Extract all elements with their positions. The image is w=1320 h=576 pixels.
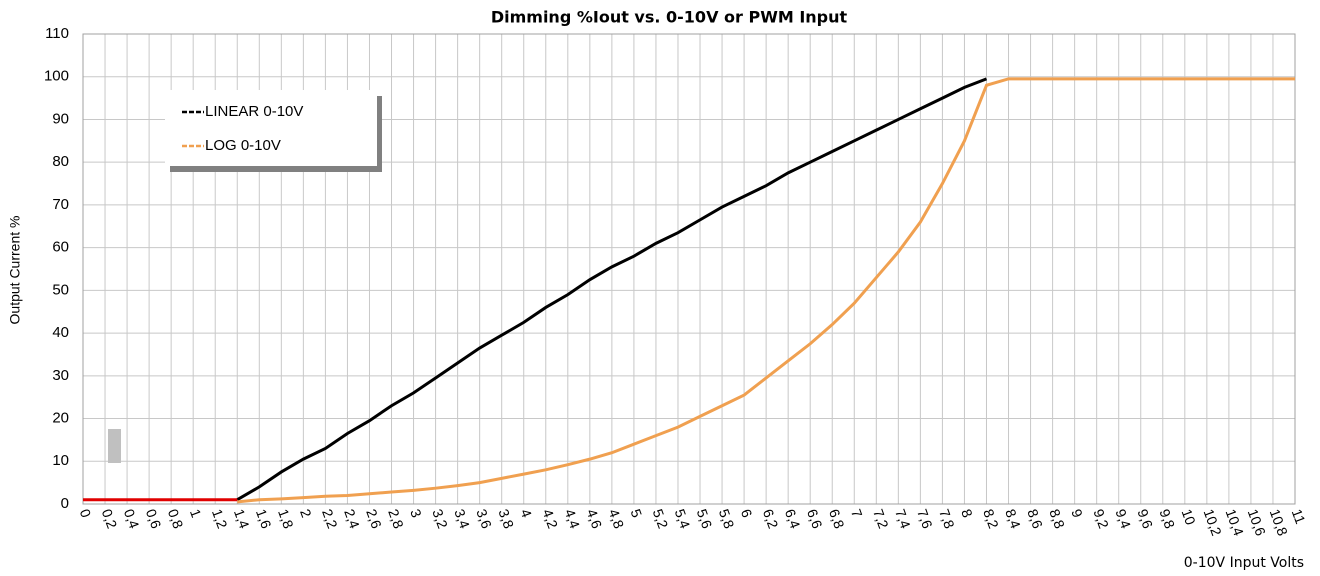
x-tick-label: 8,8 <box>1046 507 1068 531</box>
x-tick-label: 8 <box>958 507 976 520</box>
y-tick-label: 80 <box>52 153 69 170</box>
y-tick-label: 70 <box>52 196 69 213</box>
x-tick-label: 7,8 <box>936 507 958 531</box>
x-tick-label: 2 <box>297 507 315 520</box>
y-tick-label: 110 <box>45 25 69 42</box>
x-tick-label: 3,8 <box>495 507 517 531</box>
legend: LINEAR 0-10V LOG 0-10V <box>165 90 382 172</box>
x-tick-label: 3,4 <box>451 507 473 531</box>
x-tick-label: 1,4 <box>231 507 253 531</box>
x-tick-label: 7,2 <box>870 507 892 531</box>
x-tick-label: 0 <box>77 507 95 520</box>
x-tick-label: 10,6 <box>1245 507 1269 538</box>
legend-box <box>165 90 377 166</box>
x-tick-label: 6,6 <box>804 507 826 531</box>
x-tick-label: 5 <box>628 507 646 520</box>
x-tick-label: 0,4 <box>121 507 143 531</box>
y-tick-label: 30 <box>52 367 69 384</box>
x-tick-label: 5,8 <box>716 507 738 531</box>
x-tick-label: 2,8 <box>385 507 407 531</box>
x-tick-label: 7,6 <box>914 507 936 531</box>
x-tick-label: 0,2 <box>99 507 121 531</box>
x-tick-label: 9,4 <box>1112 507 1134 531</box>
x-tick-label: 11 <box>1289 507 1309 526</box>
x-tick-label: 1,6 <box>253 507 275 531</box>
x-tick-label: 6 <box>738 507 756 520</box>
y-tick-label: 20 <box>52 410 69 427</box>
x-tick-label: 4,4 <box>562 507 584 531</box>
marker <box>108 429 121 463</box>
x-tick-label: 2,4 <box>341 507 363 531</box>
x-tick-label: 10,4 <box>1223 507 1247 538</box>
chart-title: Dimming %Iout vs. 0-10V or PWM Input <box>491 8 848 27</box>
x-tick-label: 6,8 <box>826 507 848 531</box>
x-tick-label: 7 <box>848 507 866 520</box>
y-tick-label: 10 <box>52 452 69 469</box>
x-tick-label: 9,2 <box>1090 507 1112 531</box>
x-tick-label: 2,2 <box>319 507 341 531</box>
x-tick-label: 5,4 <box>672 507 694 531</box>
y-tick-label: 40 <box>52 324 69 341</box>
x-tick-label: 1,8 <box>275 507 297 531</box>
x-tick-label: 5,6 <box>694 507 716 531</box>
x-tick-label: 4,2 <box>539 507 561 531</box>
x-tick-label: 9,6 <box>1134 507 1156 531</box>
series-line <box>237 77 1295 504</box>
x-tick-label: 2,6 <box>363 507 385 531</box>
x-tick-label: 9,8 <box>1156 507 1178 531</box>
x-tick-label: 4,8 <box>606 507 628 531</box>
x-tick-label: 6,2 <box>760 507 782 531</box>
y-tick-label: 100 <box>44 68 69 85</box>
plot <box>83 77 1295 504</box>
x-tick-label: 3 <box>407 507 425 520</box>
y-tick-label: 60 <box>52 239 69 256</box>
x-axis-label: 0-10V Input Volts <box>1184 555 1304 571</box>
series-line <box>236 77 988 502</box>
y-tick-label: 90 <box>52 110 69 127</box>
plot-border <box>82 33 1296 505</box>
x-tick-label: 3,6 <box>473 507 495 531</box>
legend-label: LINEAR 0-10V <box>205 103 303 120</box>
y-tick-label: 50 <box>52 281 69 298</box>
x-tick-label: 7,4 <box>892 507 914 531</box>
x-tick-label: 10 <box>1179 507 1199 527</box>
x-tick-label: 0,8 <box>165 507 187 531</box>
x-tick-label: 3,2 <box>429 507 451 531</box>
x-tick-label: 0,6 <box>143 507 165 531</box>
legend-label: LOG 0-10V <box>205 137 281 154</box>
x-tick-label: 4,6 <box>584 507 606 531</box>
x-tick-label: 4 <box>517 507 535 520</box>
x-tick-label: 9 <box>1068 507 1086 520</box>
x-tick-label: 8,6 <box>1024 507 1046 531</box>
x-tick-label: 5,2 <box>650 507 672 531</box>
x-tick-label: 10,8 <box>1267 507 1291 538</box>
x-tick-label: 1,2 <box>209 507 231 531</box>
y-axis-label: Output Current % <box>7 216 23 325</box>
x-tick-label: 1 <box>187 507 205 520</box>
x-tick-label: 10,2 <box>1201 507 1225 538</box>
x-tick-label: 6,4 <box>782 507 804 531</box>
x-tick-label: 8,2 <box>980 507 1002 531</box>
x-tick-label: 8,4 <box>1002 507 1024 531</box>
y-tick-label: 0 <box>61 495 69 512</box>
